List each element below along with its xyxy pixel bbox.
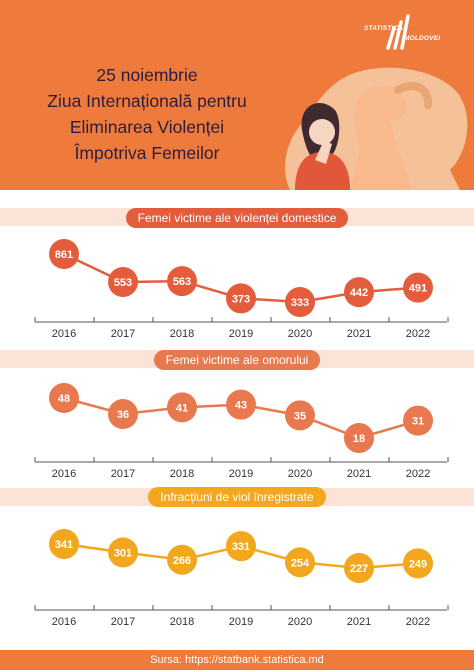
x-tick-label: 2020 <box>288 328 312 340</box>
data-point <box>108 537 138 568</box>
x-tick-label: 2020 <box>288 468 312 480</box>
data-point <box>226 389 256 420</box>
x-tick-label: 2019 <box>229 468 253 480</box>
x-tick-label: 2016 <box>52 468 76 480</box>
title-line-3: Eliminarea Violenței <box>69 117 225 137</box>
logo-bars-icon <box>386 14 410 50</box>
chart-homicide: 2016 2017 2018 2019 2020 2021 2022 48 36 41 43 35 18… <box>34 383 449 480</box>
data-point <box>344 423 374 453</box>
title-line-1: 25 noiembrie <box>96 65 198 85</box>
x-tick-label: 2018 <box>170 328 194 340</box>
page-title: 25 noiembrie Ziua Internațională pentru … <box>22 62 272 166</box>
data-point <box>49 383 79 413</box>
data-label: 31 <box>412 416 424 428</box>
data-point <box>285 287 315 317</box>
data-label: 331 <box>232 541 250 553</box>
x-tick-label: 2018 <box>170 616 194 628</box>
data-label: 861 <box>55 249 73 261</box>
section-title-rape: Infracțiuni de viol înregistrate <box>0 487 474 509</box>
footer-source: Sursa: https://statbank.statistica.md <box>0 650 474 670</box>
woman-illustration-icon <box>285 67 468 190</box>
data-label: 301 <box>114 547 132 559</box>
data-label: 249 <box>409 558 427 570</box>
chart-domestic-violence: 2016 2017 2018 2019 2020 2021 2022 861 553 563 373… <box>34 239 449 340</box>
data-label: 553 <box>114 277 132 289</box>
data-label: 373 <box>232 293 250 305</box>
x-tick-label: 2021 <box>347 328 371 340</box>
x-tick-label: 2022 <box>406 468 430 480</box>
title-line-4: Împotriva Femeilor <box>74 143 220 163</box>
data-label: 266 <box>173 555 191 567</box>
data-label: 36 <box>117 409 129 421</box>
x-tick-label: 2017 <box>111 616 135 628</box>
data-label: 227 <box>350 563 368 575</box>
data-label: 35 <box>294 410 306 422</box>
logo-text-bottom: MOLDOVEI <box>404 35 441 42</box>
data-label: 333 <box>291 297 309 309</box>
x-tick-label: 2021 <box>347 616 371 628</box>
logo-text-top: STATISTICA <box>364 25 404 32</box>
data-point <box>49 239 79 269</box>
data-label: 491 <box>409 283 427 295</box>
data-point <box>344 277 374 308</box>
data-point <box>108 399 138 429</box>
section-title-homicide: Femei victime ale omorului <box>0 350 474 372</box>
x-tick-label: 2019 <box>229 616 253 628</box>
x-tick-label: 2018 <box>170 468 194 480</box>
data-point <box>285 400 315 431</box>
x-tick-label: 2020 <box>288 616 312 628</box>
data-point <box>344 553 374 583</box>
data-point <box>285 547 315 578</box>
x-tick-label: 2022 <box>406 616 430 628</box>
x-tick-label: 2022 <box>406 328 430 340</box>
title-line-2: Ziua Internațională pentru <box>47 91 247 111</box>
statistica-moldovei-logo: STATISTICA MOLDOVEI <box>364 14 444 50</box>
x-tick-label: 2017 <box>111 328 135 340</box>
data-label: 563 <box>173 276 191 288</box>
data-label: 254 <box>291 557 310 569</box>
data-point <box>49 529 79 559</box>
x-tick-label: 2016 <box>52 328 76 340</box>
section-title-domestic-violence: Femei victime ale violenței domestice <box>0 208 474 230</box>
data-point <box>226 283 256 314</box>
data-point <box>226 531 256 562</box>
data-point <box>108 267 138 297</box>
data-point <box>403 405 433 436</box>
x-tick-label: 2017 <box>111 468 135 480</box>
x-tick-label: 2019 <box>229 328 253 340</box>
data-label: 341 <box>55 539 73 551</box>
data-point <box>403 272 433 303</box>
data-label: 18 <box>353 433 365 445</box>
x-tick-label: 2021 <box>347 468 371 480</box>
data-point <box>167 266 197 297</box>
data-point <box>167 392 197 423</box>
data-label: 41 <box>176 402 188 414</box>
data-label: 442 <box>350 287 368 299</box>
data-label: 43 <box>235 400 247 412</box>
x-tick-label: 2016 <box>52 616 76 628</box>
data-label: 48 <box>58 393 70 405</box>
header-banner: 25 noiembrie Ziua Internațională pentru … <box>0 0 474 190</box>
data-point <box>403 548 433 579</box>
data-point <box>167 544 197 575</box>
chart-rape: 2016 2017 2018 2019 2020 2021 2022 341 301 266 331… <box>34 529 449 628</box>
